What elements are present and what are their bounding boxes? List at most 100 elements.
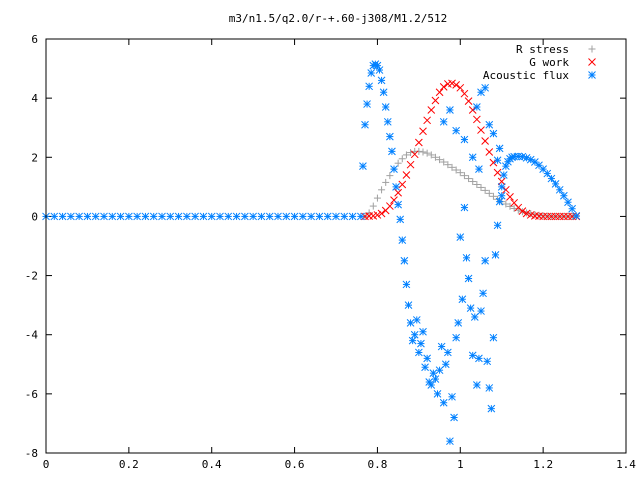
legend-label-g-work: G work: [529, 56, 569, 69]
data-point: [183, 212, 191, 221]
data-point: [572, 211, 581, 220]
y-tick-label: -2: [25, 270, 38, 283]
data-point: [560, 191, 568, 200]
data-point: [446, 106, 454, 114]
data-point: [493, 156, 502, 165]
data-point: [506, 193, 514, 201]
data-point: [290, 212, 299, 221]
data-point: [439, 83, 448, 91]
data-point: [555, 185, 564, 194]
data-point: [460, 135, 469, 144]
data-point: [365, 82, 373, 91]
data-point: [216, 212, 224, 221]
data-point: [502, 200, 510, 208]
data-point: [388, 147, 396, 156]
data-point: [386, 202, 394, 210]
data-point: [454, 319, 463, 327]
data-point: [444, 348, 452, 357]
data-point: [423, 354, 431, 363]
data-point: [452, 80, 460, 89]
data-point: [448, 392, 456, 401]
data-point: [191, 212, 199, 221]
data-point: [448, 163, 456, 171]
data-point: [402, 171, 411, 179]
data-point: [83, 212, 92, 221]
data-point: [485, 148, 494, 156]
data-point: [332, 212, 340, 221]
data-point: [427, 151, 435, 159]
data-point: [531, 158, 539, 166]
data-point: [133, 212, 141, 221]
data-point: [108, 212, 117, 221]
data-point: [174, 212, 183, 221]
data-point: [495, 144, 504, 153]
series-layer: [42, 60, 581, 446]
data-point: [67, 212, 75, 221]
data-point: [427, 381, 436, 389]
data-point: [470, 313, 479, 321]
data-point: [518, 207, 527, 215]
y-tick-label: 2: [31, 151, 38, 164]
data-point: [379, 88, 388, 97]
data-point: [473, 180, 481, 188]
x-tick-label: 1.4: [616, 458, 636, 471]
data-point: [448, 79, 456, 88]
data-point: [473, 115, 481, 124]
data-point: [398, 236, 407, 244]
data-point: [487, 404, 496, 413]
data-point: [485, 189, 493, 197]
data-point: [419, 148, 427, 156]
data-point: [394, 188, 402, 197]
data-point: [439, 398, 448, 407]
data-point: [479, 289, 487, 298]
data-point: [410, 330, 419, 339]
data-point: [404, 301, 413, 309]
data-point: [437, 342, 446, 351]
data-point: [456, 83, 465, 92]
data-point: [464, 97, 473, 105]
data-point: [435, 88, 444, 97]
data-point: [477, 307, 485, 315]
data-point: [543, 169, 552, 178]
data-point: [481, 83, 489, 92]
data-point: [141, 212, 150, 221]
data-point: [423, 116, 431, 125]
data-point: [427, 106, 436, 114]
data-point: [357, 212, 365, 221]
data-point: [419, 127, 427, 136]
y-tick-label: -8: [25, 447, 38, 460]
x-tick-label: 1.2: [533, 458, 553, 471]
data-point: [363, 100, 371, 108]
data-point: [406, 319, 415, 327]
data-point: [440, 158, 448, 166]
data-point: [282, 212, 291, 221]
data-point: [378, 186, 386, 194]
data-point: [232, 212, 241, 221]
data-point: [365, 209, 373, 217]
data-point: [493, 168, 502, 177]
data-point: [495, 197, 504, 206]
data-point: [477, 183, 485, 191]
data-point: [446, 437, 454, 446]
data-point: [522, 154, 531, 162]
data-point: [468, 106, 477, 114]
x-tick-label: 0.2: [119, 458, 139, 471]
data-point: [462, 253, 471, 262]
data-point: [456, 169, 464, 177]
data-point: [224, 212, 233, 221]
data-point: [417, 339, 425, 348]
data-point: [373, 211, 382, 219]
data-point: [323, 212, 332, 221]
data-point: [419, 327, 427, 336]
data-point: [475, 165, 483, 173]
data-point: [199, 212, 208, 221]
data-point: [415, 147, 423, 155]
data-point: [207, 212, 216, 221]
data-point: [241, 212, 249, 221]
x-tick-label: 0: [43, 458, 50, 471]
data-point: [402, 151, 410, 159]
x-tick-label: 0.4: [202, 458, 222, 471]
data-point: [477, 126, 485, 134]
